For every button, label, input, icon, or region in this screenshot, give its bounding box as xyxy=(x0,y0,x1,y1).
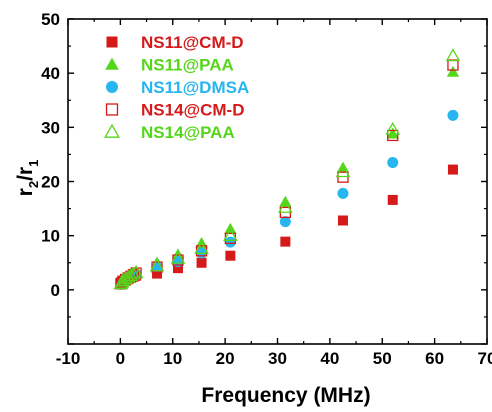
data-point-ns14-paa xyxy=(123,268,139,282)
data-point-ns14-paa xyxy=(128,264,144,278)
x-tick-label: 30 xyxy=(268,349,287,368)
data-point-ns11-dmsa xyxy=(387,157,399,169)
y-tick-label: 20 xyxy=(41,173,60,192)
y-axis-title-sub-1: 1 xyxy=(26,160,41,167)
data-point-ns11-dmsa xyxy=(447,109,459,121)
legend-marker xyxy=(106,81,118,93)
x-tick-label: -10 xyxy=(56,349,81,368)
y-axis-title: r2/r1 xyxy=(14,160,41,197)
legend: NS11@CM-D NS11@PAA NS11@DMSA NS14@CM-D NS14@… xyxy=(104,33,249,142)
y-axis-title-sub-2: 2 xyxy=(26,181,41,188)
data-point-ns11-cm-d xyxy=(225,250,236,261)
y-tick-label: 40 xyxy=(41,64,60,83)
data-point-ns11-dmsa xyxy=(224,236,236,248)
legend-label: NS11@PAA xyxy=(141,56,234,75)
legend-marker xyxy=(105,57,119,70)
x-tick-label: 40 xyxy=(320,349,339,368)
data-point-ns14-cm-d xyxy=(337,171,349,183)
y-axis-title-slash-r: /r xyxy=(14,167,37,181)
x-tick-label: 20 xyxy=(216,349,235,368)
y-tick-label: 30 xyxy=(41,118,60,137)
x-tick-label: 0 xyxy=(116,349,125,368)
x-tick-label: 50 xyxy=(373,349,392,368)
legend-marker xyxy=(105,103,119,116)
x-tick-label: 60 xyxy=(425,349,444,368)
y-tick-label: 0 xyxy=(51,281,60,300)
plot-frame xyxy=(67,18,488,345)
data-point-ns11-paa xyxy=(446,65,460,77)
plot-area: -10 0 10 20 30 40 50 60 70 0 10 20 30 40 50 xyxy=(41,10,492,368)
x-tick-label: 10 xyxy=(163,349,182,368)
legend-label: NS11@DMSA xyxy=(141,78,249,97)
data-point-ns14-paa xyxy=(385,121,401,135)
legend-marker xyxy=(104,123,120,138)
y-axis-title-r: r xyxy=(14,188,37,196)
data-point-ns14-paa xyxy=(223,228,238,242)
data-point-ns14-paa xyxy=(126,266,141,280)
legend-marker xyxy=(106,36,118,48)
data-point-ns14-paa xyxy=(194,241,209,255)
data-point-ns11-cm-d xyxy=(387,194,398,205)
x-tick-label: 70 xyxy=(478,349,492,368)
data-point-ns14-paa xyxy=(335,164,351,178)
x-axis-title: Frequency (MHz) xyxy=(201,384,370,407)
data-point-ns11-dmsa xyxy=(337,187,349,199)
data-point-ns11-dmsa xyxy=(279,216,291,228)
data-point-ns14-paa xyxy=(170,250,186,264)
data-point-ns11-cm-d xyxy=(337,215,348,226)
data-point-ns14-paa xyxy=(278,199,293,213)
data-point-ns11-cm-d xyxy=(447,164,458,175)
legend-label: NS11@CM-D xyxy=(141,33,244,52)
data-point-ns14-cm-d xyxy=(151,261,163,273)
data-point-ns11-paa xyxy=(386,127,399,139)
data-point-ns11-paa xyxy=(336,161,350,173)
legend-label: NS14@CM-D xyxy=(141,101,244,120)
data-point-ns11-cm-d xyxy=(152,268,163,279)
data-point-ns11-cm-d xyxy=(196,257,207,268)
data-point-ns14-cm-d xyxy=(387,129,399,142)
data-point-ns11-cm-d xyxy=(172,263,183,274)
data-point-ns11-cm-d xyxy=(280,236,291,247)
y-tick-label: 50 xyxy=(41,10,60,29)
y-tick-label: 10 xyxy=(41,227,60,246)
data-point-ns14-paa xyxy=(149,258,165,272)
data-point-ns14-paa xyxy=(445,48,461,62)
legend-label: NS14@PAA xyxy=(141,123,235,142)
